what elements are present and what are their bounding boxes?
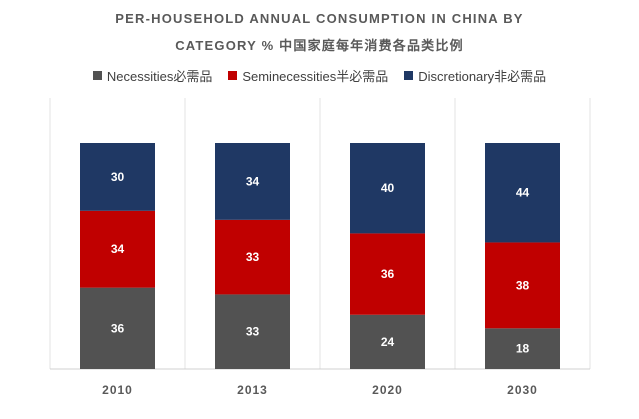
- data-label: 36: [381, 267, 395, 281]
- data-label: 30: [111, 170, 125, 184]
- bar-seminecessities-2020: [350, 233, 425, 315]
- x-tick-label: 2020: [372, 383, 403, 397]
- legend-item-discretionary: Discretionary非必需品: [404, 66, 546, 85]
- bar-discretionary-2013: [215, 143, 290, 220]
- bar-discretionary-2030: [485, 143, 560, 243]
- bar-necessities-2010: [80, 287, 155, 369]
- data-label: 18: [516, 342, 530, 356]
- data-label: 40: [381, 181, 395, 195]
- legend-swatch-necessities: [92, 71, 102, 80]
- bar-necessities-2030: [485, 328, 560, 369]
- legend-label-necessities: Necessities必需品: [106, 69, 213, 84]
- data-label: 38: [516, 278, 530, 292]
- legend-swatch-seminecessities: [228, 71, 238, 80]
- data-label: 34: [246, 174, 260, 188]
- bar-discretionary-2010: [80, 143, 155, 211]
- chart-subtitle: CATEGORY % 中国家庭每年消费各品类比例: [175, 38, 464, 53]
- bar-necessities-2020: [350, 314, 425, 369]
- bar-discretionary-2020: [350, 143, 425, 234]
- chart-legend: Necessities必需品 Seminecessities半必需品 Discr…: [0, 66, 639, 85]
- legend-label-discretionary: Discretionary非必需品: [418, 69, 547, 84]
- legend-label-seminecessities: Seminecessities半必需品: [242, 69, 389, 84]
- x-tick-label: 2010: [102, 383, 133, 397]
- legend-item-seminecessities: Seminecessities半必需品: [228, 66, 388, 85]
- x-tick-label: 2013: [237, 383, 268, 397]
- x-tick-label: 2030: [507, 383, 538, 397]
- data-label: 34: [111, 242, 125, 256]
- bar-necessities-2013: [215, 294, 290, 369]
- data-label: 24: [381, 335, 395, 349]
- data-label: 33: [246, 250, 260, 264]
- data-label: 44: [516, 186, 530, 200]
- bar-seminecessities-2010: [80, 210, 155, 288]
- legend-item-necessities: Necessities必需品: [92, 66, 213, 85]
- bar-seminecessities-2013: [215, 219, 290, 295]
- legend-swatch-discretionary: [404, 71, 414, 80]
- data-label: 33: [246, 325, 260, 339]
- chart-title: PER-HOUSEHOLD ANNUAL CONSUMPTION IN CHIN…: [115, 11, 524, 26]
- data-label: 36: [111, 321, 125, 335]
- bar-seminecessities-2030: [485, 242, 560, 329]
